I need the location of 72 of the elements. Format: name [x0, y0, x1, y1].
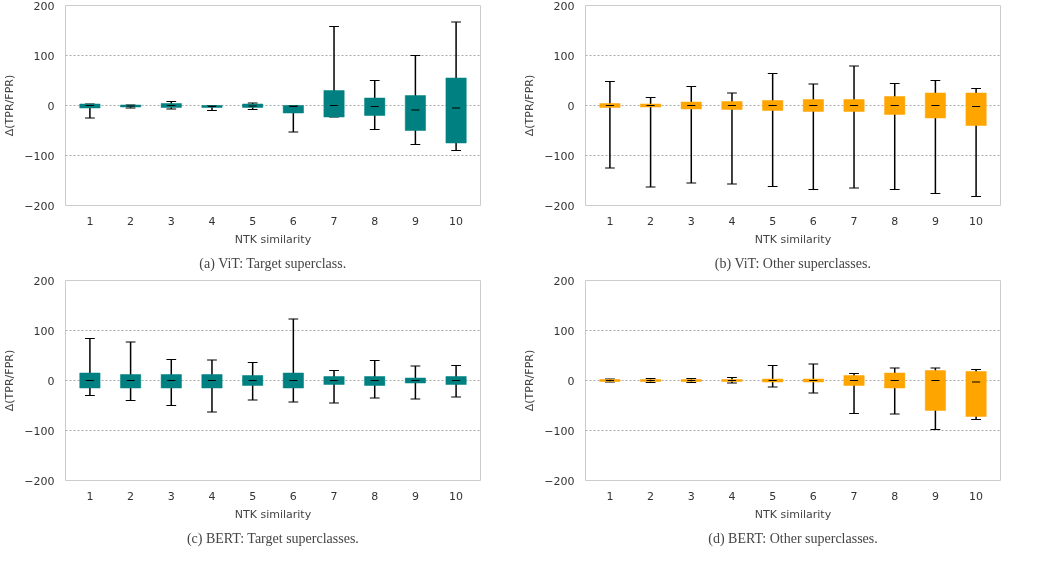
x-tick-label: 3	[167, 489, 175, 503]
x-tick-label: 9	[931, 489, 939, 503]
x-tick-label: 6	[809, 489, 817, 503]
x-tick-label: 4	[208, 214, 216, 228]
x-tick-label: 5	[249, 214, 257, 228]
y-tick-label: 100	[553, 324, 575, 338]
x-tick-label: 1	[86, 214, 94, 228]
x-tick-label: 6	[809, 214, 817, 228]
x-tick-label: 6	[289, 214, 297, 228]
x-axis-title: NTK similarity	[234, 232, 312, 246]
y-tick-label: −200	[24, 199, 55, 213]
x-tick-label: 5	[769, 489, 777, 503]
y-tick-label: −200	[24, 474, 55, 488]
y-tick-label: 200	[33, 0, 55, 13]
x-tick-label: 1	[606, 489, 614, 503]
x-axis-title: NTK similarity	[754, 232, 832, 246]
x-tick-label: 7	[330, 489, 338, 503]
x-tick-label: 9	[411, 489, 419, 503]
x-axis-title: NTK similarity	[234, 507, 312, 521]
y-tick-label: 100	[33, 324, 55, 338]
x-tick-label: 3	[167, 214, 175, 228]
x-tick-label: 1	[606, 214, 614, 228]
x-tick-label: 3	[687, 489, 695, 503]
x-tick-label: 8	[371, 214, 379, 228]
x-tick-label: 7	[850, 214, 858, 228]
x-tick-label: 5	[769, 214, 777, 228]
y-tick-label: −200	[544, 199, 575, 213]
x-tick-label: 9	[411, 214, 419, 228]
x-tick-label: 2	[647, 489, 655, 503]
x-tick-label: 7	[850, 489, 858, 503]
text: (d) BERT: Other superclasses.	[708, 530, 878, 547]
x-tick-label: 5	[249, 489, 257, 503]
y-axis-title: Δ(TPR/FPR)	[3, 74, 17, 137]
y-tick-label: 100	[553, 49, 575, 63]
y-tick-label: 200	[553, 0, 575, 13]
text: (c) BERT: Target superclasses.	[186, 530, 359, 547]
y-tick-label: 100	[33, 49, 55, 63]
y-tick-label: 0	[47, 374, 55, 388]
y-tick-label: 200	[553, 274, 575, 288]
x-tick-label: 2	[647, 214, 655, 228]
x-tick-label: 10	[969, 214, 984, 228]
x-tick-label: 2	[127, 214, 135, 228]
y-tick-label: 200	[33, 274, 55, 288]
y-tick-label: −100	[544, 424, 575, 438]
x-tick-label: 8	[891, 214, 899, 228]
x-tick-label: 1	[86, 489, 94, 503]
x-tick-label: 10	[969, 489, 984, 503]
x-tick-label: 8	[371, 489, 379, 503]
y-tick-label: −100	[544, 149, 575, 163]
y-tick-label: −200	[544, 474, 575, 488]
y-axis-title: Δ(TPR/FPR)	[3, 349, 17, 412]
y-tick-label: 0	[567, 99, 575, 113]
y-tick-label: −100	[24, 424, 55, 438]
x-tick-label: 4	[728, 214, 736, 228]
y-tick-label: −100	[24, 149, 55, 163]
text: (b) ViT: Other superclasses.	[714, 255, 871, 272]
y-axis-title: Δ(TPR/FPR)	[523, 74, 537, 137]
y-axis-title: Δ(TPR/FPR)	[523, 349, 537, 412]
x-axis-title: NTK similarity	[754, 507, 832, 521]
x-tick-label: 2	[127, 489, 135, 503]
x-tick-label: 10	[449, 214, 464, 228]
x-tick-label: 6	[289, 489, 297, 503]
y-tick-label: 0	[47, 99, 55, 113]
x-tick-label: 3	[687, 214, 695, 228]
x-tick-label: 9	[931, 214, 939, 228]
x-tick-label: 4	[728, 489, 736, 503]
x-tick-label: 8	[891, 489, 899, 503]
y-tick-label: 0	[567, 374, 575, 388]
x-tick-label: 4	[208, 489, 216, 503]
x-tick-label: 7	[330, 214, 338, 228]
x-tick-label: 10	[449, 489, 464, 503]
text: (a) ViT: Target superclass.	[199, 255, 347, 272]
